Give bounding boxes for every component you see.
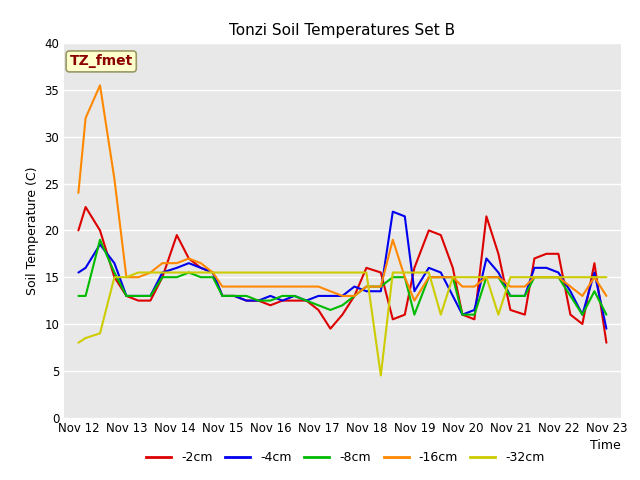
Text: TZ_fmet: TZ_fmet [70,54,133,69]
Legend: -2cm, -4cm, -8cm, -16cm, -32cm: -2cm, -4cm, -8cm, -16cm, -32cm [141,446,550,469]
Y-axis label: Soil Temperature (C): Soil Temperature (C) [26,166,38,295]
Title: Tonzi Soil Temperatures Set B: Tonzi Soil Temperatures Set B [229,23,456,38]
Text: Time: Time [590,439,621,452]
